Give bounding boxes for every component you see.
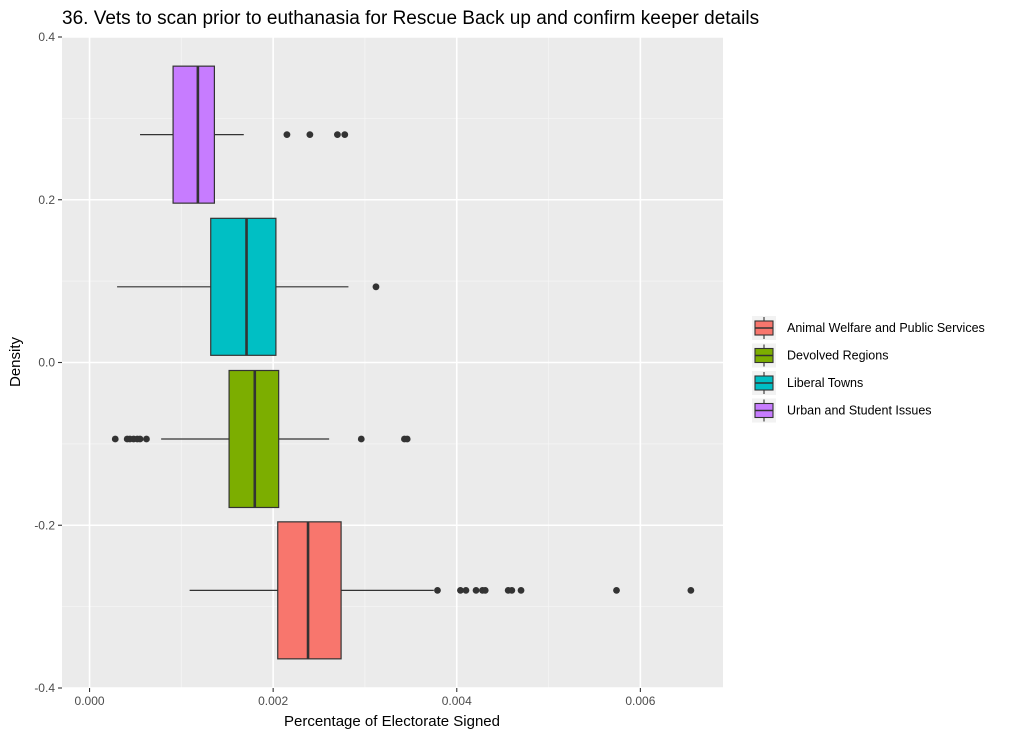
outlier-point — [403, 435, 411, 443]
outlier-point — [357, 435, 365, 443]
box-iqr — [172, 65, 215, 204]
outlier-point — [372, 283, 380, 291]
outlier-point — [613, 586, 620, 594]
legend-key — [752, 343, 776, 368]
y-tick-label: -0.2 — [34, 518, 55, 532]
box-iqr — [277, 521, 342, 660]
box-iqr — [210, 217, 277, 356]
x-tick-label: 0.006 — [625, 694, 655, 708]
x-axis-title: Percentage of Electorate Signed — [284, 713, 500, 730]
boxplot-devolved-regions — [111, 369, 411, 509]
legend-key — [752, 398, 776, 423]
chart-title: 36. Vets to scan prior to euthanasia for… — [62, 8, 759, 29]
outlier-point — [136, 435, 144, 443]
outlier-point — [462, 586, 470, 594]
y-tick-label: 0.4 — [38, 30, 55, 44]
outlier-point — [481, 586, 489, 594]
outlier-point — [472, 586, 480, 594]
major-gridlines — [62, 36, 723, 689]
outlier-point — [111, 435, 119, 443]
outlier-point — [508, 586, 516, 594]
outlier-point — [687, 586, 695, 594]
outlier-point — [306, 131, 314, 139]
outlier-point — [434, 586, 441, 594]
y-axis: -0.4 -0.2 0.0 0.2 0.4 — [34, 30, 62, 695]
y-tick-label: -0.4 — [34, 681, 55, 695]
outlier-point — [457, 586, 464, 594]
y-axis-title: Density — [7, 336, 24, 387]
outlier-point — [334, 131, 341, 139]
y-tick-label: 0.0 — [38, 356, 55, 370]
legend-label: Devolved Regions — [787, 349, 888, 363]
outlier-point — [283, 131, 291, 139]
x-tick-label: 0.004 — [442, 694, 472, 708]
boxplot-animal-welfare-and-public-services — [189, 521, 695, 660]
boxplot-liberal-towns — [117, 217, 380, 356]
legend: Animal Welfare and Public Services Devolv… — [748, 306, 1010, 424]
y-tick-label: 0.2 — [38, 193, 55, 207]
x-tick-label: 0.000 — [75, 694, 105, 708]
legend-label: Urban and Student Issues — [787, 404, 932, 418]
x-tick-label: 0.002 — [258, 694, 288, 708]
outlier-point — [517, 586, 525, 594]
legend-background — [748, 306, 1010, 424]
outlier-point — [341, 131, 349, 139]
legend-label: Animal Welfare and Public Services — [787, 321, 985, 335]
boxplot-series — [111, 65, 695, 660]
legend-key — [752, 316, 776, 340]
x-axis: 0.000 0.002 0.004 0.006 — [75, 688, 656, 708]
legend-key — [752, 371, 776, 395]
boxplot-urban-and-student-issues — [140, 65, 349, 204]
outlier-point — [143, 435, 150, 443]
legend-label: Liberal Towns — [787, 376, 863, 390]
